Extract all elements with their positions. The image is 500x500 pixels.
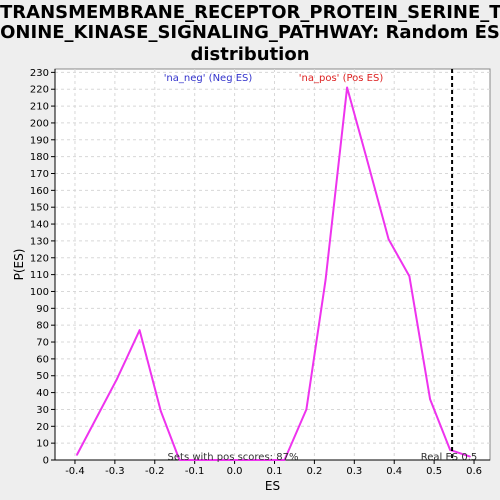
data-point bbox=[283, 459, 286, 461]
y-tick-label: 10 bbox=[36, 439, 49, 450]
data-point bbox=[469, 455, 471, 458]
plot-area bbox=[54, 68, 491, 461]
y-tick-label: 90 bbox=[36, 304, 49, 315]
series-group bbox=[76, 86, 471, 461]
neg-es-label: 'na_neg' (Neg ES) bbox=[164, 73, 253, 84]
y-axis-label: P(ES) bbox=[12, 249, 26, 281]
x-tick-label: -0.1 bbox=[185, 466, 205, 477]
data-point bbox=[449, 449, 451, 451]
y-tick-label: 130 bbox=[30, 236, 49, 247]
y-tick-label: 210 bbox=[30, 102, 49, 113]
y-tick-label: 80 bbox=[36, 321, 49, 332]
y-tick-label: 160 bbox=[30, 186, 49, 197]
data-point bbox=[138, 329, 141, 332]
x-tick-label: 0.4 bbox=[386, 466, 402, 477]
y-tick-label: 50 bbox=[36, 371, 49, 382]
x-tick-label: -0.2 bbox=[145, 466, 165, 477]
data-point bbox=[408, 275, 411, 278]
chart-title-line-1: TRANSMEMBRANE_RECEPTOR_PROTEIN_SERINE_TH… bbox=[0, 2, 500, 23]
x-tick-label: -0.4 bbox=[65, 466, 85, 477]
data-point bbox=[178, 459, 181, 461]
data-point bbox=[324, 278, 327, 281]
y-axis-ticks: 0 10 20 30 40 50 60 70 80 90 100 110 120 130 140 150 160… bbox=[30, 68, 56, 467]
y-tick-label: 20 bbox=[36, 422, 49, 433]
y-tick-label: 100 bbox=[30, 287, 49, 298]
y-tick-label: 140 bbox=[30, 220, 49, 231]
real-es-label: Real ES 0.5 bbox=[421, 452, 477, 463]
y-tick-label: 70 bbox=[36, 338, 49, 349]
y-tick-label: 150 bbox=[30, 203, 49, 214]
y-tick-label: 110 bbox=[30, 270, 49, 281]
y-tick-label: 30 bbox=[36, 405, 49, 416]
x-tick-label: 0.5 bbox=[426, 466, 442, 477]
pos-es-label: 'na_pos' (Pos ES) bbox=[299, 73, 384, 84]
x-axis-label: ES bbox=[265, 479, 280, 493]
y-tick-label: 0 bbox=[43, 456, 49, 467]
y-tick-label: 170 bbox=[30, 169, 49, 180]
y-tick-label: 220 bbox=[30, 85, 49, 96]
x-tick-label: 0.6 bbox=[466, 466, 482, 477]
x-tick-label: 0.2 bbox=[306, 466, 322, 477]
x-tick-label: 0.3 bbox=[346, 466, 362, 477]
chart-title-line-3: distribution bbox=[190, 44, 310, 65]
x-tick-label: 0.0 bbox=[227, 466, 243, 477]
y-tick-label: 180 bbox=[30, 152, 49, 163]
y-tick-label: 190 bbox=[30, 135, 49, 146]
data-point bbox=[429, 398, 431, 401]
x-tick-label: 0.1 bbox=[267, 466, 283, 477]
chart-title-line-2: ONINE_KINASE_SIGNALING_PATHWAY: Random E… bbox=[0, 22, 500, 43]
y-tick-label: 120 bbox=[30, 253, 49, 264]
annotations: 'na_neg' (Neg ES) 'na_pos' (Pos ES) Sets w… bbox=[164, 69, 477, 463]
data-point bbox=[116, 378, 118, 380]
data-point bbox=[346, 86, 348, 89]
y-tick-label: 40 bbox=[36, 388, 49, 399]
y-tick-label: 60 bbox=[36, 354, 49, 365]
data-point bbox=[159, 410, 162, 412]
data-point bbox=[305, 408, 308, 411]
x-tick-label: -0.3 bbox=[105, 466, 125, 477]
y-tick-label: 200 bbox=[30, 118, 49, 129]
y-tick-label: 230 bbox=[30, 68, 49, 79]
data-point bbox=[76, 454, 78, 456]
data-point bbox=[387, 238, 390, 241]
pos-scores-label: Sets with pos scores: 87% bbox=[168, 452, 299, 463]
data-point bbox=[366, 159, 368, 161]
